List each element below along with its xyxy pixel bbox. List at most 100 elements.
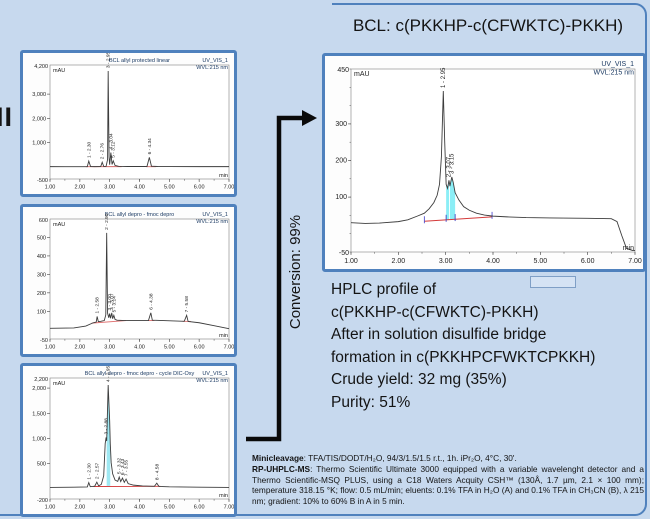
- peak-fill: [446, 180, 449, 220]
- peak-label: 7 - 5.58: [184, 296, 190, 313]
- y-tick-label: 3,000: [32, 92, 46, 98]
- trace-line: [49, 71, 229, 168]
- trace-line: [49, 232, 230, 330]
- chromatogram-plot: 100 200 300 450 -501.00 2.00 3.00 4.00 5.00 6.00 7…: [335, 61, 642, 265]
- hplc-line: HPLC profile of: [331, 281, 437, 298]
- peak-label: 6 - 4.38: [148, 293, 154, 310]
- y-unit-label: mAU: [53, 68, 65, 74]
- y-tick-label: 2,000: [32, 386, 46, 392]
- flow-arrow-line: [246, 115, 302, 442]
- x-tick-label: 2.00: [392, 258, 406, 265]
- peak-label: 5 - 3.14: [111, 296, 117, 313]
- peak-label: 4 - 2.95: [106, 366, 112, 382]
- y-tick-label: 2,000: [32, 116, 46, 122]
- x-tick-label: 4.00: [134, 185, 145, 191]
- x-tick-label: 4.00: [486, 258, 500, 265]
- hplc-line: c(PKKHP-c(CFWKTC)-PKKH): [331, 303, 539, 321]
- minicleavage-text: : TFA/TIS/DODT/H₂O, 94/3/1.5/1.5 r.t., 1…: [303, 453, 517, 463]
- detector-label: UV_VIS_1: [202, 212, 228, 218]
- detector-label: WVL:215 nm: [196, 219, 228, 225]
- detector-label: UV_VIS_1: [601, 61, 634, 68]
- uhplc-text: : Thermo Scientific Ultimate 3000 equipp…: [252, 463, 644, 507]
- x-tick-label: 6.00: [194, 185, 205, 191]
- x-unit-label: min: [623, 245, 634, 252]
- x-tick-label: 6.00: [581, 258, 595, 265]
- peak-label: 2 - 2.76: [100, 143, 106, 160]
- left-edge-label: II: [0, 102, 14, 132]
- x-tick-label: 1.00: [45, 345, 56, 351]
- y-tick-label: 500: [37, 462, 46, 468]
- hplc-line: After in solution disulfide bridge: [331, 326, 547, 343]
- y-min-label: -200: [37, 498, 48, 504]
- y-unit-label: mAU: [53, 222, 65, 228]
- integration-baseline: [424, 216, 493, 222]
- x-unit-label: min: [219, 493, 228, 499]
- y-min-label: -500: [37, 178, 48, 184]
- y-tick-label: 100: [37, 309, 46, 315]
- peak-label: 3 - 3.00: [107, 294, 113, 311]
- x-tick-label: 3.00: [104, 345, 115, 351]
- x-tick-label: 2.00: [74, 185, 85, 191]
- uhplc-paragraph: RP-UHPLC-MS: Thermo Scientific Ultimate …: [252, 464, 644, 507]
- x-tick-label: 7.00: [224, 185, 234, 191]
- hplc-line: Purity: 51%: [331, 393, 411, 411]
- chromatogram-plot: 100 200 300 400 500 600 -501.00 2.00 3.00 4.00 5.0…: [37, 212, 235, 351]
- peak-label: 2 - 2.90: [104, 213, 110, 230]
- x-tick-label: 4.00: [134, 505, 145, 511]
- integration-baseline: [91, 320, 127, 324]
- x-tick-label: 7.00: [224, 345, 234, 351]
- peak-label: 1 - 2.30: [86, 141, 92, 158]
- x-tick-label: 4.00: [134, 345, 145, 351]
- chart-title: BCL allyl protected linear: [109, 58, 170, 64]
- minicleavage-label: Minicleavage: [252, 453, 304, 463]
- y-unit-label: mAU: [354, 71, 370, 78]
- y-max-label: 2,200: [34, 377, 48, 383]
- peak-label: 7 - 3.55: [124, 459, 130, 476]
- trace-line: [49, 385, 230, 488]
- x-tick-label: 2.00: [74, 505, 85, 511]
- flow-arrow: [246, 110, 317, 442]
- chromatogram-cyclization-dic-oxy: 500 1,000 1,500 2,000 2,200 -200 1.00 2.00 3.00 4…: [20, 363, 237, 517]
- peak-label: 3 - 3.15: [449, 153, 455, 174]
- methods-footnote: Minicleavage: TFA/TIS/DODT/H₂O, 94/3/1.5…: [252, 453, 644, 507]
- peak-label: 3 - 2.95: [106, 53, 112, 68]
- chromatogram-final-bcl-product: 100 200 300 450 -50 1.00 2.00 3.00 4.00 5.00 6.00 7…: [322, 53, 646, 272]
- detector-label: UV_VIS_1: [202, 371, 228, 377]
- peak-label: 3 - 2.88: [104, 418, 110, 435]
- flow-arrow-head: [302, 110, 317, 126]
- x-tick-label: 1.00: [45, 505, 56, 511]
- x-tick-label: 6.00: [194, 345, 205, 351]
- peak-label: 8 - 4.58: [154, 464, 160, 481]
- x-tick-label: 5.00: [164, 345, 175, 351]
- chart-title: BCL allyl depro - fmoc depro: [105, 212, 175, 218]
- plot-frame: [49, 218, 230, 340]
- slide-border-crop-patch: [0, 0, 332, 8]
- x-tick-label: 5.00: [164, 505, 175, 511]
- empty-textbox: [530, 276, 576, 288]
- y-min-label: -50: [339, 250, 349, 257]
- y-max-label: 600: [39, 218, 48, 224]
- conversion-label: Conversion: 99%: [287, 214, 304, 330]
- peak-label: 5 - 3.12: [111, 141, 117, 158]
- chromatogram-allyl-protected-linear: 1,000 2,000 3,000 4,200 -500 1.00 2.00 3.00 4.00…: [20, 50, 237, 197]
- y-tick-label: 1,000: [32, 437, 46, 443]
- y-tick-label: 100: [335, 194, 347, 201]
- chart-title: BCL allyl depro - fmoc depro - cycle DIC…: [85, 371, 195, 377]
- y-unit-label: mAU: [53, 381, 65, 387]
- y-tick-label: 1,000: [32, 141, 46, 147]
- peak-label: 4 - 3.04: [108, 133, 114, 150]
- y-tick-label: 300: [335, 121, 347, 128]
- plot-frame: [49, 64, 230, 180]
- y-max-label: 4,200: [34, 64, 48, 70]
- detector-label: WVL:215 nm: [594, 70, 635, 77]
- x-tick-label: 3.00: [104, 185, 115, 191]
- x-unit-label: min: [219, 173, 228, 179]
- y-tick-label: 200: [37, 291, 46, 297]
- x-tick-label: 2.00: [74, 345, 85, 351]
- x-tick-label: 5.00: [164, 185, 175, 191]
- y-tick-label: 400: [37, 254, 46, 260]
- detector-label: UV_VIS_1: [202, 58, 228, 64]
- y-tick-label: 500: [37, 235, 46, 241]
